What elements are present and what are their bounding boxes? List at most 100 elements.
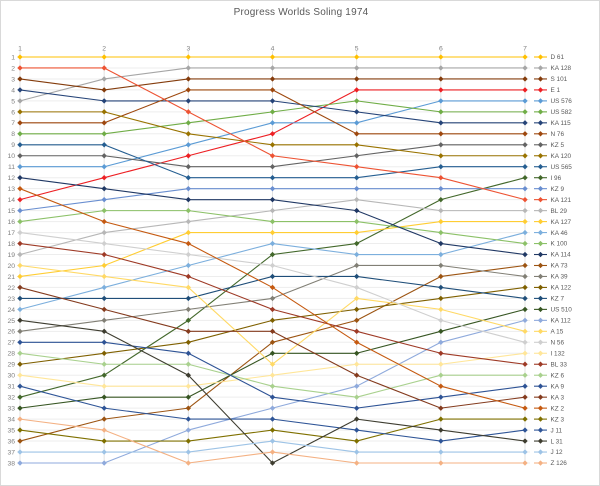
series-marker [185,449,192,455]
race-tick-label: 7 [523,46,527,53]
series-marker [269,405,276,411]
series-marker [522,295,528,302]
series-marker [353,251,360,258]
series-marker [269,449,276,455]
series-marker [185,65,192,71]
series-marker [185,54,192,60]
series-marker [185,185,192,192]
series-marker [185,76,192,82]
rank-tick-label: 21 [7,274,15,281]
series-marker [185,383,192,389]
legend-swatch-marker [537,383,544,389]
series-marker [522,207,528,214]
series-marker [101,383,107,389]
series-marker [438,229,444,236]
series-marker [353,416,360,422]
series-marker [17,416,23,422]
rank-tick-label: 27 [7,340,15,347]
series-marker [353,339,360,345]
legend-swatch-marker [537,240,544,247]
legend-label: KZ 7 [551,296,565,303]
series-marker [101,142,107,148]
series-marker [17,306,23,313]
legend-label: N 76 [551,131,565,138]
series-marker [185,131,192,137]
series-marker [269,229,276,236]
series-marker [101,251,107,258]
legend-label: KZ 5 [551,142,565,149]
series-marker [522,54,528,60]
legend-swatch-marker [537,196,544,203]
legend-label: KZ 9 [551,186,565,193]
series-marker [353,207,360,214]
series-marker [269,273,276,280]
series-marker [353,65,360,71]
legend-label: N 56 [551,339,565,346]
series-marker [17,438,23,444]
series-marker [101,109,107,115]
legend-swatch-marker [537,350,544,356]
series-marker [101,218,107,225]
series-marker [185,98,192,104]
series-marker [101,372,107,378]
series-marker [438,284,444,291]
race-tick-label: 2 [102,46,106,53]
series-marker [353,185,360,192]
series-marker [438,120,444,126]
rank-tick-label: 14 [7,197,15,204]
chart-title: Progress Worlds Soling 1974 [233,7,369,18]
legend-label: A 15 [551,329,564,336]
series-marker [269,164,276,170]
series-marker [353,405,360,411]
series-marker [438,273,444,280]
legend-label: KZ 6 [551,372,565,379]
series-marker [353,54,360,60]
series-marker [185,328,192,335]
series-marker [438,207,444,214]
series-marker [522,196,528,203]
series-marker [17,328,23,335]
legend-swatch-marker [537,87,544,93]
series-marker [101,460,107,466]
series-marker [101,54,107,60]
series-marker [17,449,23,455]
series-marker [101,339,107,345]
legend-swatch-marker [537,306,544,313]
series-marker [269,153,276,159]
series-marker [185,339,192,345]
series-marker [438,54,444,60]
series-marker [438,317,444,324]
series-marker [101,328,107,335]
series-marker [438,218,444,225]
rank-tick-label: 37 [7,449,15,456]
series-marker [522,427,528,433]
rank-tick-label: 11 [8,164,15,171]
series-marker [101,405,107,411]
series-marker [269,394,276,400]
series-marker [17,218,23,225]
legend-swatch-marker [537,405,544,411]
series-marker [522,262,528,269]
series-marker [269,295,276,302]
legend-swatch-marker [537,207,544,214]
legend-label: L 31 [551,438,564,445]
series-marker [101,185,107,192]
legend-label: KA 46 [551,230,569,237]
series-marker [438,109,444,115]
series-marker [17,76,23,82]
series-marker [185,350,192,356]
series-marker [17,372,23,378]
legend-label: Z 126 [551,460,568,467]
rank-tick-label: 36 [7,438,15,445]
series-marker [101,65,107,71]
series-marker [438,361,444,367]
rank-tick-label: 2 [11,65,15,72]
series-marker [101,229,107,236]
series-marker [353,153,360,159]
series-marker [185,229,192,236]
legend-swatch-marker [537,339,544,345]
series-marker [353,427,360,433]
legend-swatch-marker [537,416,544,422]
series-marker [269,317,276,324]
series-marker [185,295,192,302]
